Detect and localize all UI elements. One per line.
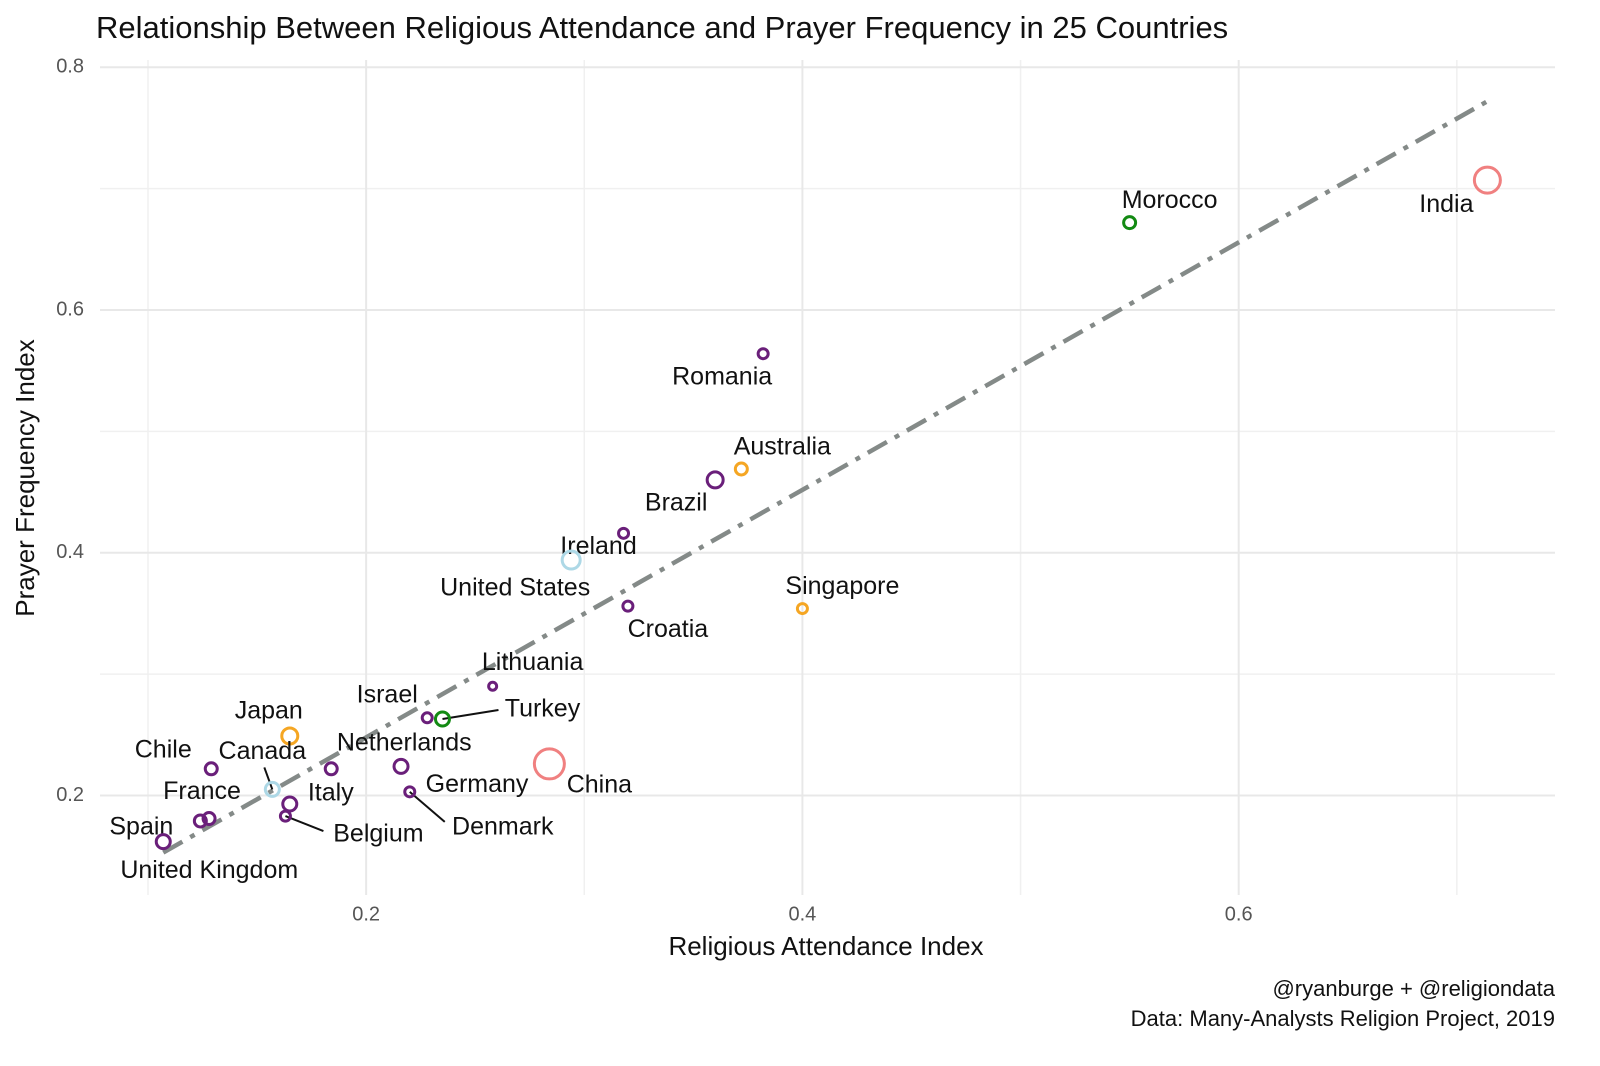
chart-title: Relationship Between Religious Attendanc… [96, 10, 1228, 45]
point-label: Lithuania [482, 648, 584, 676]
point [154, 833, 172, 851]
point-label: Spain [109, 813, 173, 841]
leader-line [285, 815, 324, 833]
point-label: Romania [672, 362, 772, 390]
point [621, 599, 635, 613]
point-label: Chile [135, 735, 192, 763]
point-label: Denmark [452, 812, 554, 840]
trend-line [162, 98, 1491, 855]
point-label: Italy [308, 779, 354, 807]
point-label: China [567, 771, 632, 799]
point [487, 680, 499, 692]
point-label: Belgium [333, 820, 423, 848]
point [756, 347, 770, 361]
y-tick-label: 0.2 [56, 784, 84, 806]
y-tick-label: 0.6 [56, 298, 84, 320]
point-label: United Kingdom [120, 856, 298, 884]
point-label: Turkey [505, 695, 581, 723]
leader-line [442, 709, 499, 721]
leader-line [409, 791, 446, 823]
point [733, 461, 749, 477]
point-label: Australia [734, 433, 831, 461]
point [433, 710, 451, 728]
point-label: Netherlands [337, 728, 472, 756]
caption: @ryanburge + @religiondata [1272, 976, 1555, 1001]
point-label: India [1419, 190, 1473, 218]
x-tick-label: 0.2 [352, 903, 380, 925]
point-label: Brazil [645, 489, 708, 517]
point [403, 785, 417, 799]
point [1472, 165, 1502, 195]
point-label: Israel [357, 680, 418, 708]
point [192, 813, 208, 829]
caption: Data: Many-Analysts Religion Project, 20… [1131, 1006, 1555, 1031]
point-label: Canada [219, 737, 307, 765]
point [278, 809, 292, 823]
point [617, 526, 631, 540]
point [323, 761, 339, 777]
point [203, 761, 219, 777]
point-label: Japan [235, 697, 303, 725]
leader-line [263, 767, 274, 790]
x-tick-label: 0.6 [1225, 903, 1253, 925]
y-tick-label: 0.4 [56, 541, 84, 563]
point-label: Singapore [785, 572, 899, 600]
point [280, 726, 300, 746]
point-label: United States [440, 574, 590, 602]
point-label: Croatia [628, 615, 709, 643]
point [392, 757, 410, 775]
point [1122, 215, 1138, 231]
y-axis-label: Prayer Frequency Index [10, 339, 40, 616]
point [201, 811, 217, 827]
x-tick-label: 0.4 [789, 903, 817, 925]
point-label: Germany [426, 770, 529, 798]
point-label: Morocco [1122, 186, 1218, 214]
point [795, 602, 809, 616]
point [281, 795, 299, 813]
point [705, 470, 725, 490]
point-label: France [163, 777, 241, 805]
point [532, 747, 566, 781]
point [560, 549, 582, 571]
point [263, 780, 281, 798]
point [420, 711, 434, 725]
x-axis-label: Religious Attendance Index [668, 931, 983, 961]
y-tick-label: 0.8 [56, 56, 84, 78]
point-label: Ireland [560, 532, 636, 560]
